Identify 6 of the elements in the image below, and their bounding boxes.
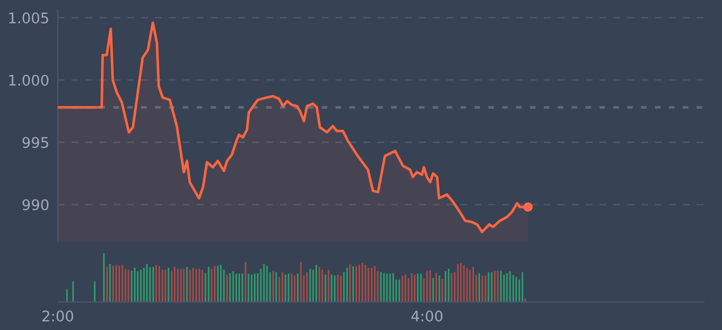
x-tick-label: 4:00 [411,310,442,322]
y-tick-label: 1.005 [9,12,48,24]
y-tick-label: 1.000 [9,74,48,86]
y-tick-label: 990 [22,199,48,210]
x-tick-label: 2:00 [42,310,74,322]
y-tick-label: 995 [22,136,48,148]
